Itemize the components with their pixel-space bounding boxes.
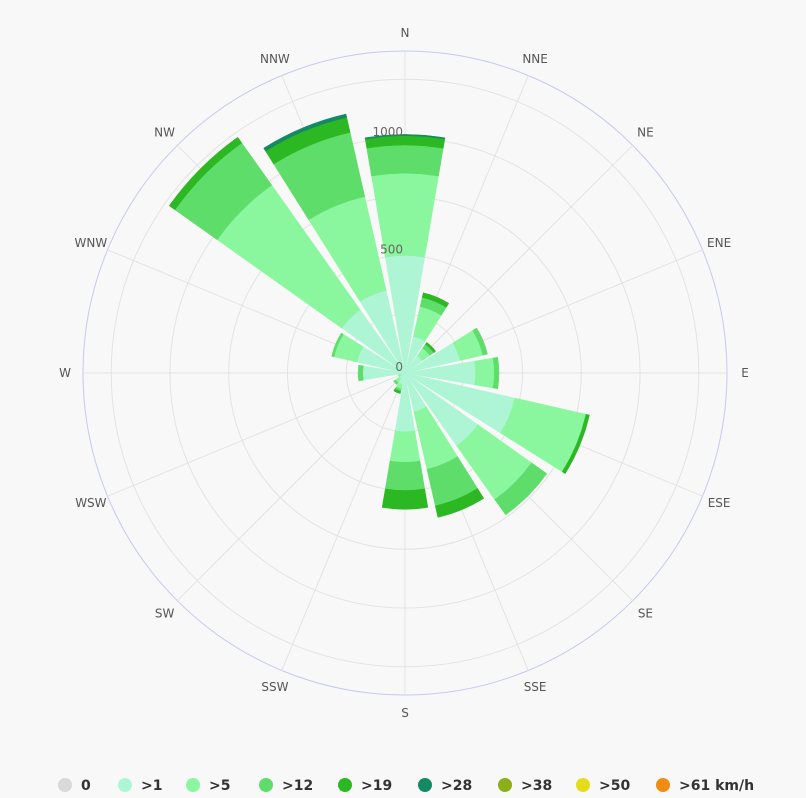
- wedge-se-series-3[interactable]: [494, 462, 548, 516]
- legend-label: >19: [361, 778, 392, 794]
- grid-spoke: [107, 372, 406, 497]
- wedge-n-series-5[interactable]: [364, 134, 446, 140]
- wedge-nw-series-4[interactable]: [168, 136, 243, 211]
- legend-label: >28: [441, 778, 472, 794]
- legend-swatch: [118, 778, 132, 792]
- wedge-n-series-3[interactable]: [366, 144, 444, 177]
- direction-label-ssw: SSW: [261, 680, 288, 694]
- wedge-s-series-4[interactable]: [381, 488, 429, 510]
- wedge-sse-series-4[interactable]: [435, 488, 485, 518]
- legend-swatch: [498, 778, 512, 792]
- wedge-nnw-series-5[interactable]: [263, 113, 348, 152]
- legend-swatch: [338, 778, 352, 792]
- wedge-s-series-3[interactable]: [385, 460, 425, 491]
- direction-label-nw: NW: [154, 126, 175, 140]
- direction-label-ne: NE: [637, 126, 654, 140]
- direction-label-sse: SSE: [524, 680, 547, 694]
- radial-tick-label: 500: [380, 242, 403, 256]
- wedge-wsw-series-2[interactable]: [397, 373, 402, 378]
- radial-tick-label: 0: [395, 360, 403, 374]
- wedge-nne-series-4[interactable]: [421, 292, 450, 308]
- wedge-e-series-2[interactable]: [474, 357, 495, 389]
- wedge-ene-series-3[interactable]: [472, 327, 488, 356]
- legend-swatch: [259, 778, 273, 792]
- legend-item[interactable]: 0: [58, 778, 91, 794]
- direction-label-sw: SW: [155, 606, 175, 620]
- direction-label-wnw: WNW: [75, 236, 108, 250]
- legend-swatch: [418, 778, 432, 792]
- legend-item[interactable]: >61 km/h: [656, 778, 754, 794]
- legend-swatch: [58, 778, 72, 792]
- legend-item[interactable]: >28: [418, 778, 472, 794]
- legend-item[interactable]: >12: [259, 778, 313, 794]
- wedges: [168, 113, 590, 518]
- grid-spoke: [404, 144, 634, 374]
- legend-item[interactable]: >50: [576, 778, 630, 794]
- direction-label-e: E: [741, 366, 749, 380]
- grid-spoke: [281, 372, 406, 671]
- direction-label-n: N: [401, 26, 410, 40]
- direction-label-w: W: [59, 366, 71, 380]
- direction-labels: N NNE NE ENE E ESE SE SSE S SSW SW WSW W WNW NW NNW: [59, 26, 749, 720]
- direction-label-s: S: [401, 706, 409, 720]
- legend-label: >1: [141, 778, 162, 794]
- legend-label: >12: [282, 778, 313, 794]
- legend-swatch: [656, 778, 670, 792]
- wedge-ese-series-4[interactable]: [561, 413, 590, 475]
- legend-item[interactable]: >5: [186, 778, 230, 794]
- legend-item[interactable]: >19: [338, 778, 392, 794]
- legend: 0 >1 >5 >12 >19 >28 >38 >50 >61 km/h: [58, 778, 754, 794]
- legend-item[interactable]: >38: [498, 778, 552, 794]
- wedge-sw-series-3[interactable]: [393, 379, 399, 385]
- direction-label-ene: ENE: [707, 236, 731, 250]
- radial-ticks: 0 500 1000: [372, 125, 403, 374]
- wedge-ssw-series-4[interactable]: [393, 388, 402, 394]
- grid-spoke: [176, 372, 406, 602]
- direction-label-nnw: NNW: [260, 52, 290, 66]
- direction-label-wsw: WSW: [75, 496, 106, 510]
- direction-label-se: SE: [638, 606, 653, 620]
- legend-label: >61 km/h: [679, 778, 754, 794]
- legend-item[interactable]: >1: [118, 778, 162, 794]
- legend-label: >38: [521, 778, 552, 794]
- radial-tick-label: 1000: [372, 125, 403, 139]
- wedge-wnw-series-3[interactable]: [331, 332, 344, 358]
- direction-label-ese: ESE: [708, 496, 731, 510]
- legend-label: 0: [81, 778, 91, 794]
- wedge-w-series-3[interactable]: [357, 364, 364, 382]
- wedge-e-series-3[interactable]: [492, 356, 500, 390]
- legend-label: >5: [209, 778, 230, 794]
- direction-label-nne: NNE: [522, 52, 548, 66]
- legend-swatch: [186, 778, 200, 792]
- legend-label: >50: [599, 778, 630, 794]
- legend-swatch: [576, 778, 590, 792]
- wedge-ne-series-4[interactable]: [425, 341, 437, 353]
- wedge-s-series-2[interactable]: [389, 430, 421, 463]
